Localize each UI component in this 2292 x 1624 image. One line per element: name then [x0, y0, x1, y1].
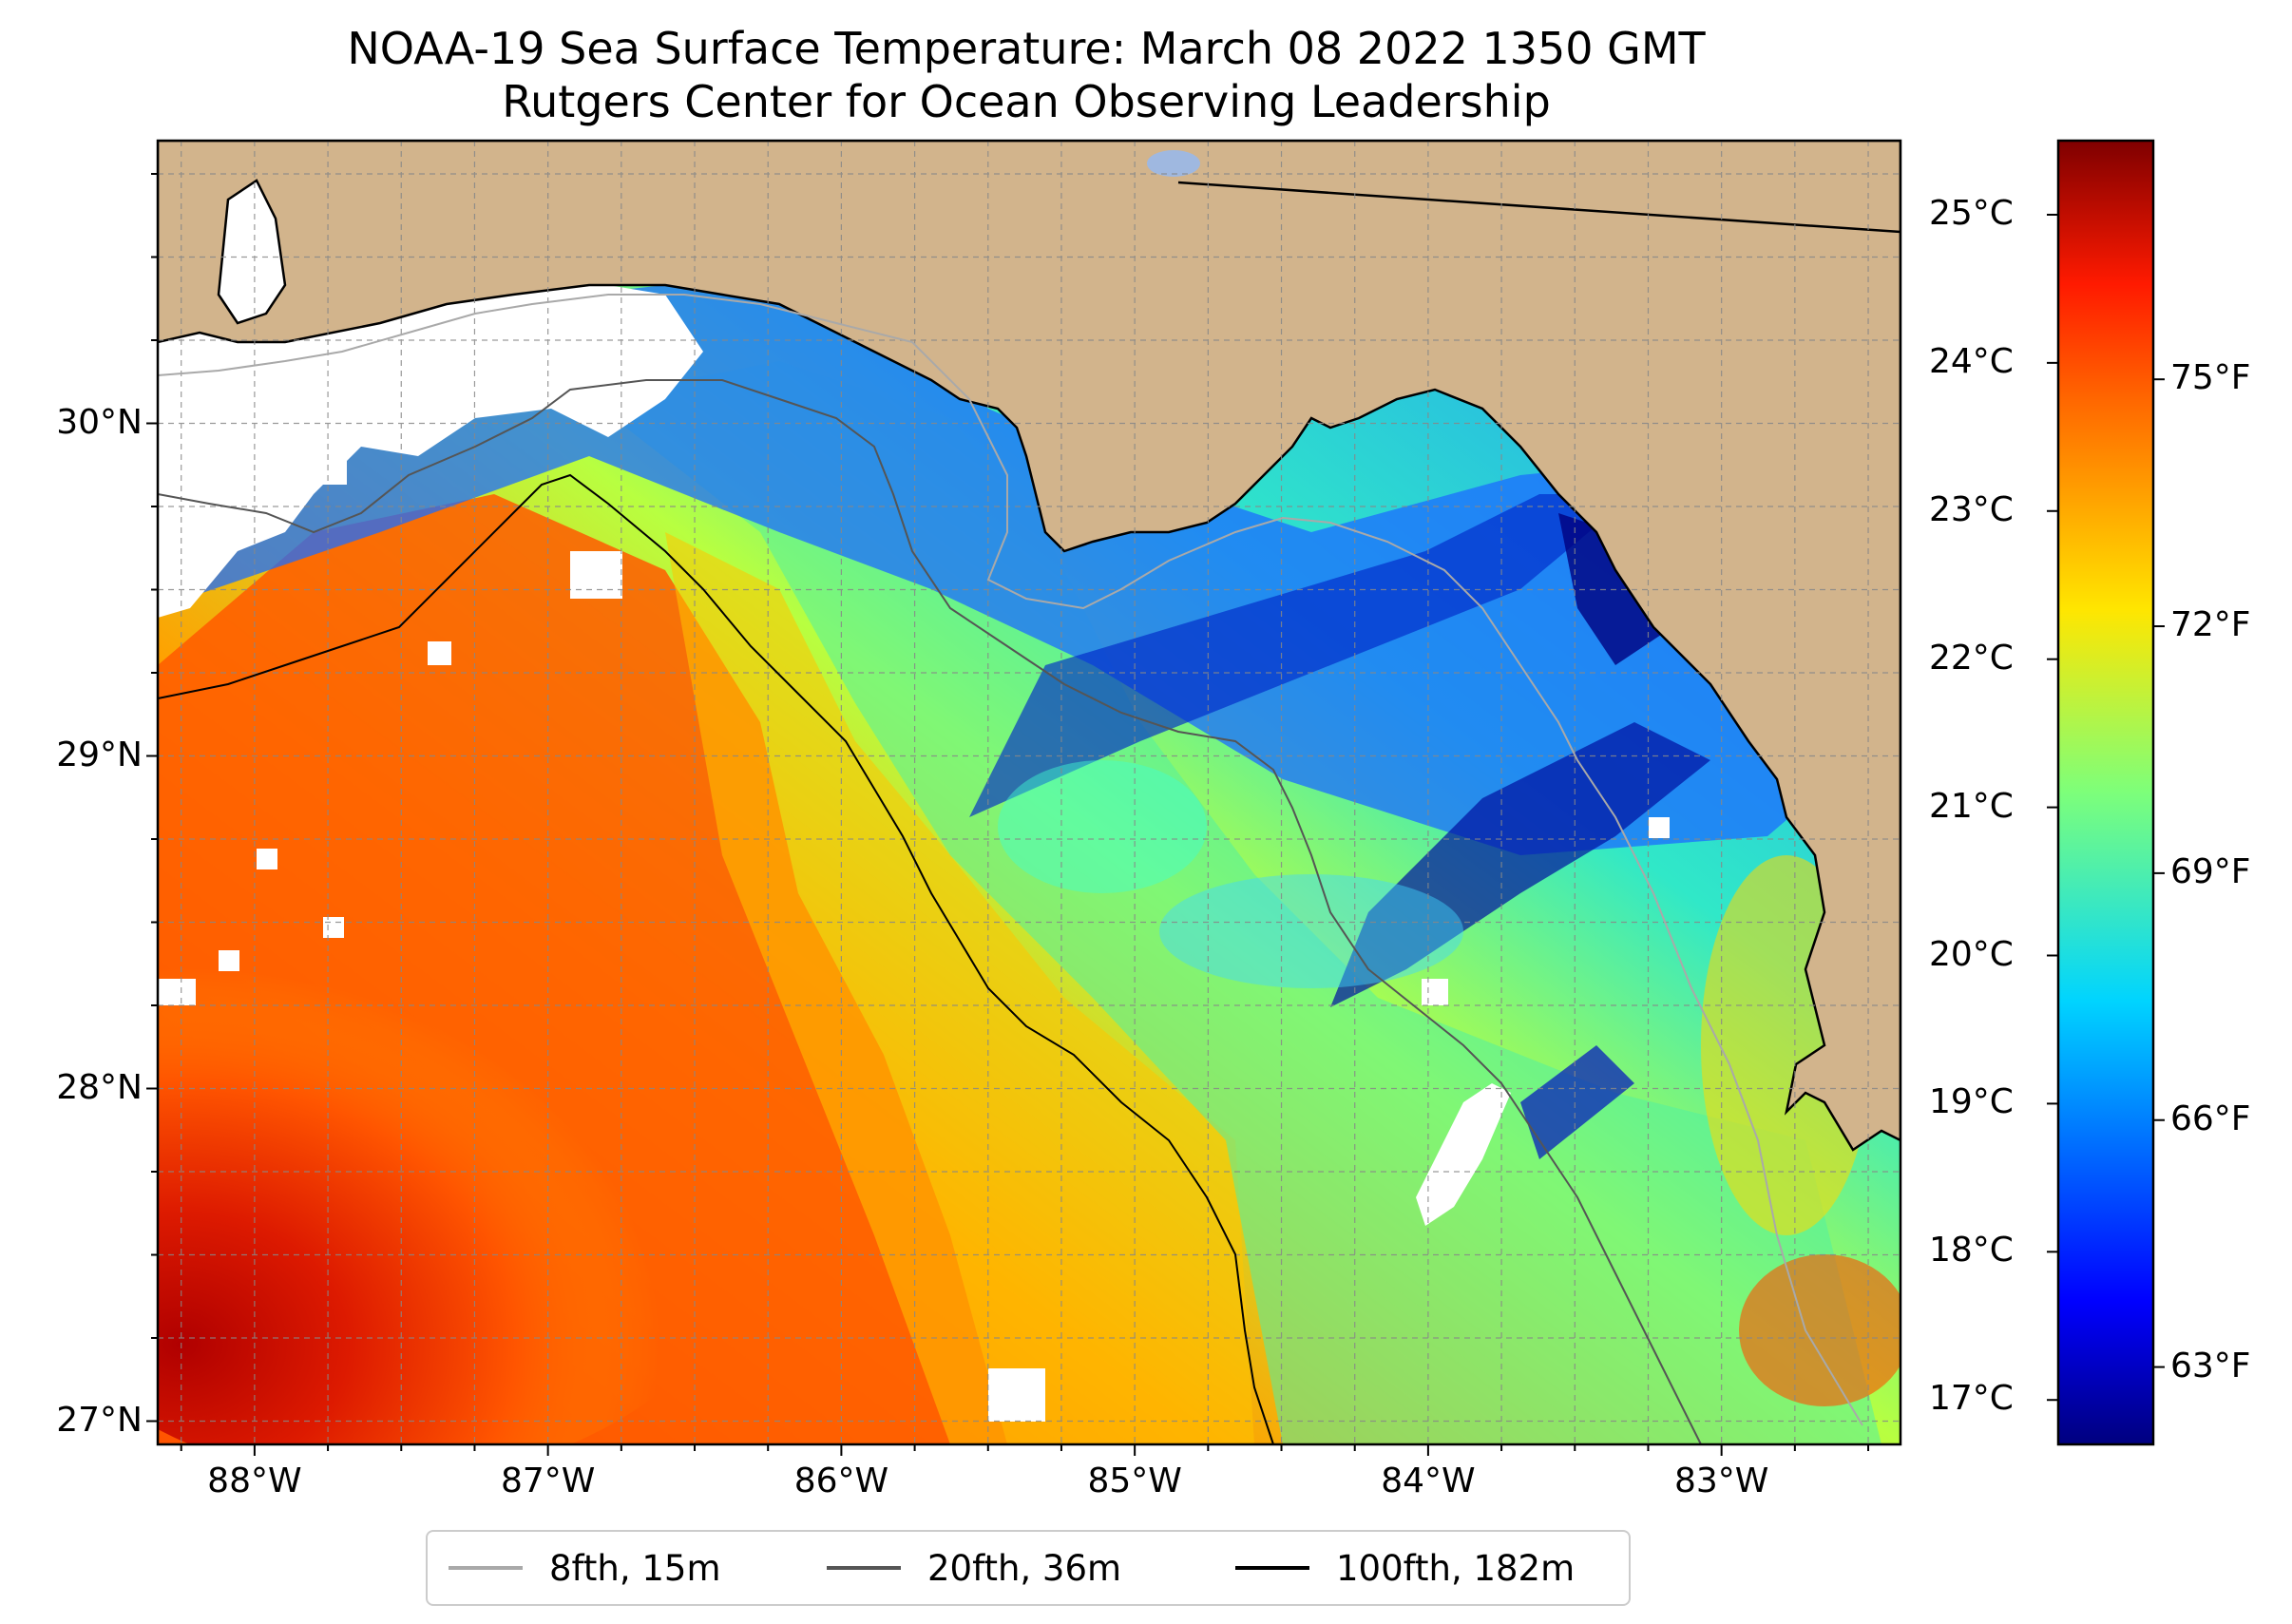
lon-tick-label: 83°W [1673, 1462, 1769, 1500]
legend-swatch-100fth [1235, 1566, 1309, 1570]
colorbar-celsius-label: 22°C [1929, 638, 2014, 678]
lat-tick-label: 28°N [56, 1067, 143, 1107]
colorbar-fahrenheit-label: 66°F [2170, 1099, 2251, 1138]
colorbar-fahrenheit-label: 72°F [2170, 605, 2251, 645]
lon-tick-label: 86°W [793, 1462, 889, 1500]
legend-item-8fth: 8fth, 15m [449, 1532, 721, 1604]
legend-item-100fth: 100fth, 182m [1235, 1532, 1575, 1604]
contour-20fth [158, 379, 1702, 1444]
colorbar-celsius-label: 25°C [1929, 193, 2014, 233]
land-mass [158, 141, 1900, 1152]
colorbar-celsius-label: 21°C [1929, 786, 2014, 826]
legend-label-20fth: 20fth, 36m [927, 1547, 1122, 1589]
map-frame [156, 139, 1902, 1446]
legend-swatch-8fth [449, 1566, 523, 1570]
legend-item-20fth: 20fth, 36m [827, 1532, 1121, 1604]
map-subtitle: Rutgers Center for Ocean Observing Leade… [502, 76, 1551, 127]
lat-tick-label: 29°N [56, 735, 143, 774]
colorbar-celsius-label: 18°C [1929, 1231, 2014, 1271]
graticule [158, 141, 1900, 1444]
legend: 8fth, 15m 20fth, 36m 100fth, 182m [426, 1530, 1631, 1606]
colorbar-fahrenheit-label: 63°F [2170, 1346, 2251, 1385]
colorbar-fahrenheit-label: 69°F [2170, 851, 2251, 891]
contour-8fth [158, 294, 1863, 1426]
lon-tick-label: 87°W [500, 1462, 596, 1500]
sst-field [158, 141, 1900, 1444]
colorbar-celsius-label: 24°C [1929, 341, 2014, 381]
legend-swatch-20fth [827, 1566, 901, 1570]
lon-tick-label: 88°W [207, 1462, 302, 1500]
colorbar [2056, 139, 2155, 1446]
map-title: NOAA-19 Sea Surface Temperature: March 0… [347, 23, 1706, 74]
legend-label-100fth: 100fth, 182m [1336, 1547, 1576, 1589]
lon-tick-label: 85°W [1087, 1462, 1182, 1500]
contour-100fth [158, 473, 1274, 1444]
colorbar-celsius-label: 17°C [1929, 1379, 2014, 1419]
colorbar-fahrenheit-label: 75°F [2170, 358, 2251, 398]
minor-ticks [146, 173, 1870, 1456]
legend-label-8fth: 8fth, 15m [549, 1547, 721, 1589]
lat-tick-label: 27°N [56, 1400, 143, 1440]
colorbar-ticks [2047, 213, 2165, 1402]
colorbar-celsius-label: 19°C [1929, 1082, 2014, 1122]
colorbar-celsius-label: 20°C [1929, 934, 2014, 974]
colorbar-celsius-label: 23°C [1929, 489, 2014, 529]
lon-tick-label: 84°W [1381, 1462, 1476, 1500]
lat-tick-label: 30°N [56, 402, 143, 442]
cloud-gaps [158, 266, 1803, 1422]
